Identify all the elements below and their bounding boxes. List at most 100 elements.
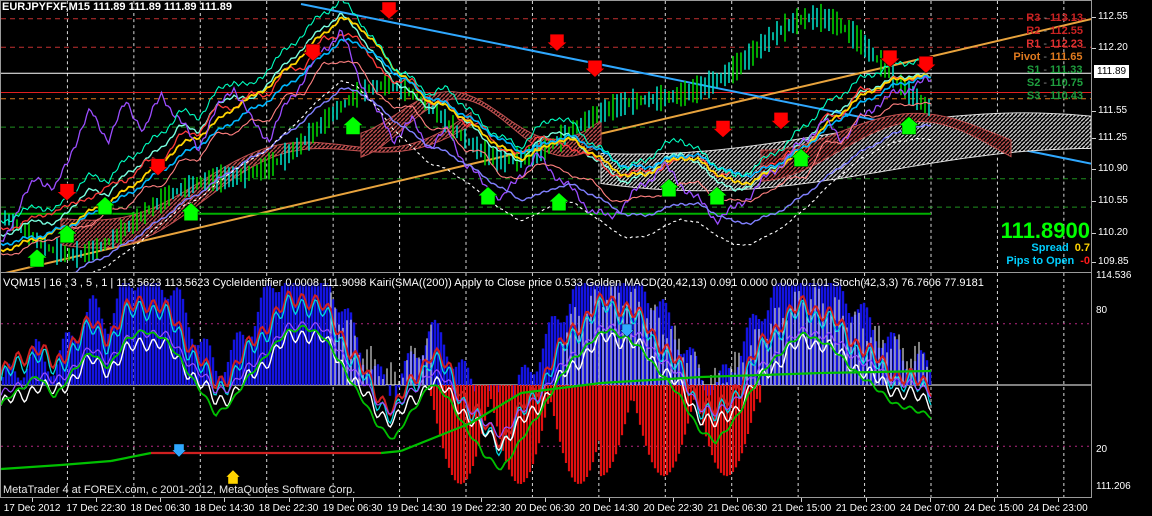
time-tick-mark (224, 498, 226, 502)
time-label: 18 Dec 22:30 (258, 503, 319, 514)
price-tick: 112.55 (1092, 11, 1128, 22)
buy-arrow-icon (706, 186, 728, 206)
signal-segment (110, 451, 152, 463)
pivot-row-r1: R1-112.23 (1004, 38, 1090, 51)
indicator-scale-tick: 80 (1096, 305, 1108, 316)
spread-value: 0.7 (1074, 242, 1090, 254)
indicator-line-vqm-main-red (1, 324, 932, 471)
signal-segment (600, 375, 702, 385)
buy-arrow-icon (180, 202, 202, 222)
time-scale[interactable]: 17 Dec 2012 17 Dec 22:30 18 Dec 06:30 18 De… (0, 498, 1092, 516)
pivot-row-s1: S1-111.33 (1004, 64, 1090, 77)
time-tick-mark (352, 498, 354, 502)
time-tick-mark (288, 498, 290, 502)
buy-arrow-icon (26, 248, 48, 268)
time-label: 21 Dec 23:00 (835, 503, 896, 514)
platform-credit: MetaTrader 4 at FOREX.com, c 2001-2012, … (3, 484, 356, 496)
pivot-value: 113.13 (1050, 12, 1084, 24)
sell-arrow-icon (915, 55, 937, 74)
pivot-dash-icon: - (1043, 38, 1047, 50)
indicator-line-price-close (1, 1, 932, 224)
sell-arrow-icon (619, 323, 635, 338)
sell-arrow-icon (171, 443, 187, 458)
time-tick-mark (673, 498, 675, 502)
sell-arrow-icon (546, 33, 568, 52)
price-tick: 110.20 (1092, 227, 1128, 238)
signal-segment (520, 381, 602, 395)
time-tick-mark (480, 498, 482, 502)
indicator-scale-tick: 111.206 (1096, 481, 1131, 492)
time-tick-mark (609, 498, 611, 502)
buy-arrow-icon (342, 116, 364, 135)
time-tick-mark (160, 498, 162, 502)
buy-arrow-icon (548, 192, 570, 212)
pivot-levels-list: R3-113.13 R2-112.55 R1-112.23 Pivot -111.65 S… (1004, 12, 1090, 103)
time-tick-mark (737, 498, 739, 502)
signal-segment (820, 369, 932, 375)
pivot-name: S1 (1026, 64, 1041, 76)
pivot-dash-icon: - (1043, 51, 1047, 63)
pivot-row-r3: R3-113.13 (1004, 12, 1090, 25)
signal-step-line (1, 369, 932, 471)
time-label: 17 Dec 22:30 (66, 503, 126, 514)
price-tick: 109.85 (1092, 256, 1129, 267)
sell-arrow-icon (879, 49, 901, 68)
price-tick: 110.55 (1092, 195, 1128, 206)
time-tick-mark (96, 498, 98, 502)
pivot-dash-icon: - (1043, 12, 1047, 24)
time-label: 19 Dec 06:30 (322, 503, 383, 514)
indicator-line-moving-average-yellow (92, 80, 932, 272)
main-chart-pane[interactable] (0, 0, 1092, 272)
time-tick-mark (993, 498, 995, 502)
price-scale[interactable]: 112.55 112.20 111.55 111.25 110.90 110.55 110.… (1091, 0, 1152, 516)
main-chart-canvas (1, 1, 1091, 272)
time-label: 17 Dec 2012 (3, 503, 61, 514)
time-label: 19 Dec 14:30 (387, 503, 447, 514)
pivot-name: R3 (1026, 12, 1041, 24)
pips-to-open-label: Pips to Open (1006, 255, 1075, 267)
indicator-line-vqm-main-red (1, 290, 932, 449)
indicator-canvas (1, 273, 1091, 497)
time-label: 20 Dec 14:30 (579, 503, 639, 514)
pivot-name: R1 (1026, 38, 1041, 50)
indicator-scale-tick: 20 (1096, 444, 1108, 455)
signal-segment (700, 371, 822, 379)
current-price-tag: 111.89 (1094, 65, 1130, 78)
signal-segment (60, 459, 112, 467)
pivot-value: 112.23 (1050, 38, 1084, 50)
time-label: 18 Dec 14:30 (194, 503, 255, 514)
indicator-line-price-close (1, 12, 932, 238)
pivot-name: S3 (1026, 90, 1041, 102)
current-price-value: 111.8900 (1000, 218, 1090, 243)
price-tick: 111.25 (1091, 132, 1128, 143)
sell-arrow-icon (712, 120, 734, 138)
price-tick: 111.55 (1091, 105, 1128, 116)
time-tick-mark (801, 498, 803, 502)
price-tick: 110.90 (1092, 163, 1128, 174)
indicator-subwindow-pane[interactable] (0, 272, 1092, 498)
pivot-value: 112.55 (1050, 25, 1084, 37)
pivot-value: 110.75 (1050, 77, 1084, 89)
pivot-value: 111.33 (1050, 64, 1083, 76)
pivot-row-s2: S2-110.75 (1004, 77, 1090, 90)
pivot-dash-icon: - (1043, 25, 1047, 37)
indicator-line-signal-white (1, 321, 932, 438)
pivot-name: R2 (1026, 25, 1041, 37)
pivot-dash-icon: - (1043, 90, 1047, 102)
pips-to-open-row: Pips to Open -0 (1001, 255, 1090, 268)
time-tick-mark (416, 498, 418, 502)
buy-arrow-icon (898, 116, 920, 135)
pivot-row-r2: R2-112.55 (1004, 25, 1090, 38)
pivot-dash-icon: - (1043, 64, 1047, 76)
pivot-row-pivot: Pivot -111.65 (1004, 51, 1090, 64)
pips-to-open-value: -0 (1080, 255, 1090, 267)
time-label: 24 Dec 07:00 (899, 503, 960, 514)
signal-segment (1, 463, 62, 471)
signal-segment (380, 449, 402, 455)
signal-segment (470, 392, 522, 424)
histogram-red (429, 385, 762, 485)
buy-arrow-icon (477, 186, 499, 206)
time-label: 21 Dec 15:00 (771, 503, 832, 514)
time-tick-mark (865, 498, 867, 502)
sell-arrow-icon (770, 112, 792, 130)
